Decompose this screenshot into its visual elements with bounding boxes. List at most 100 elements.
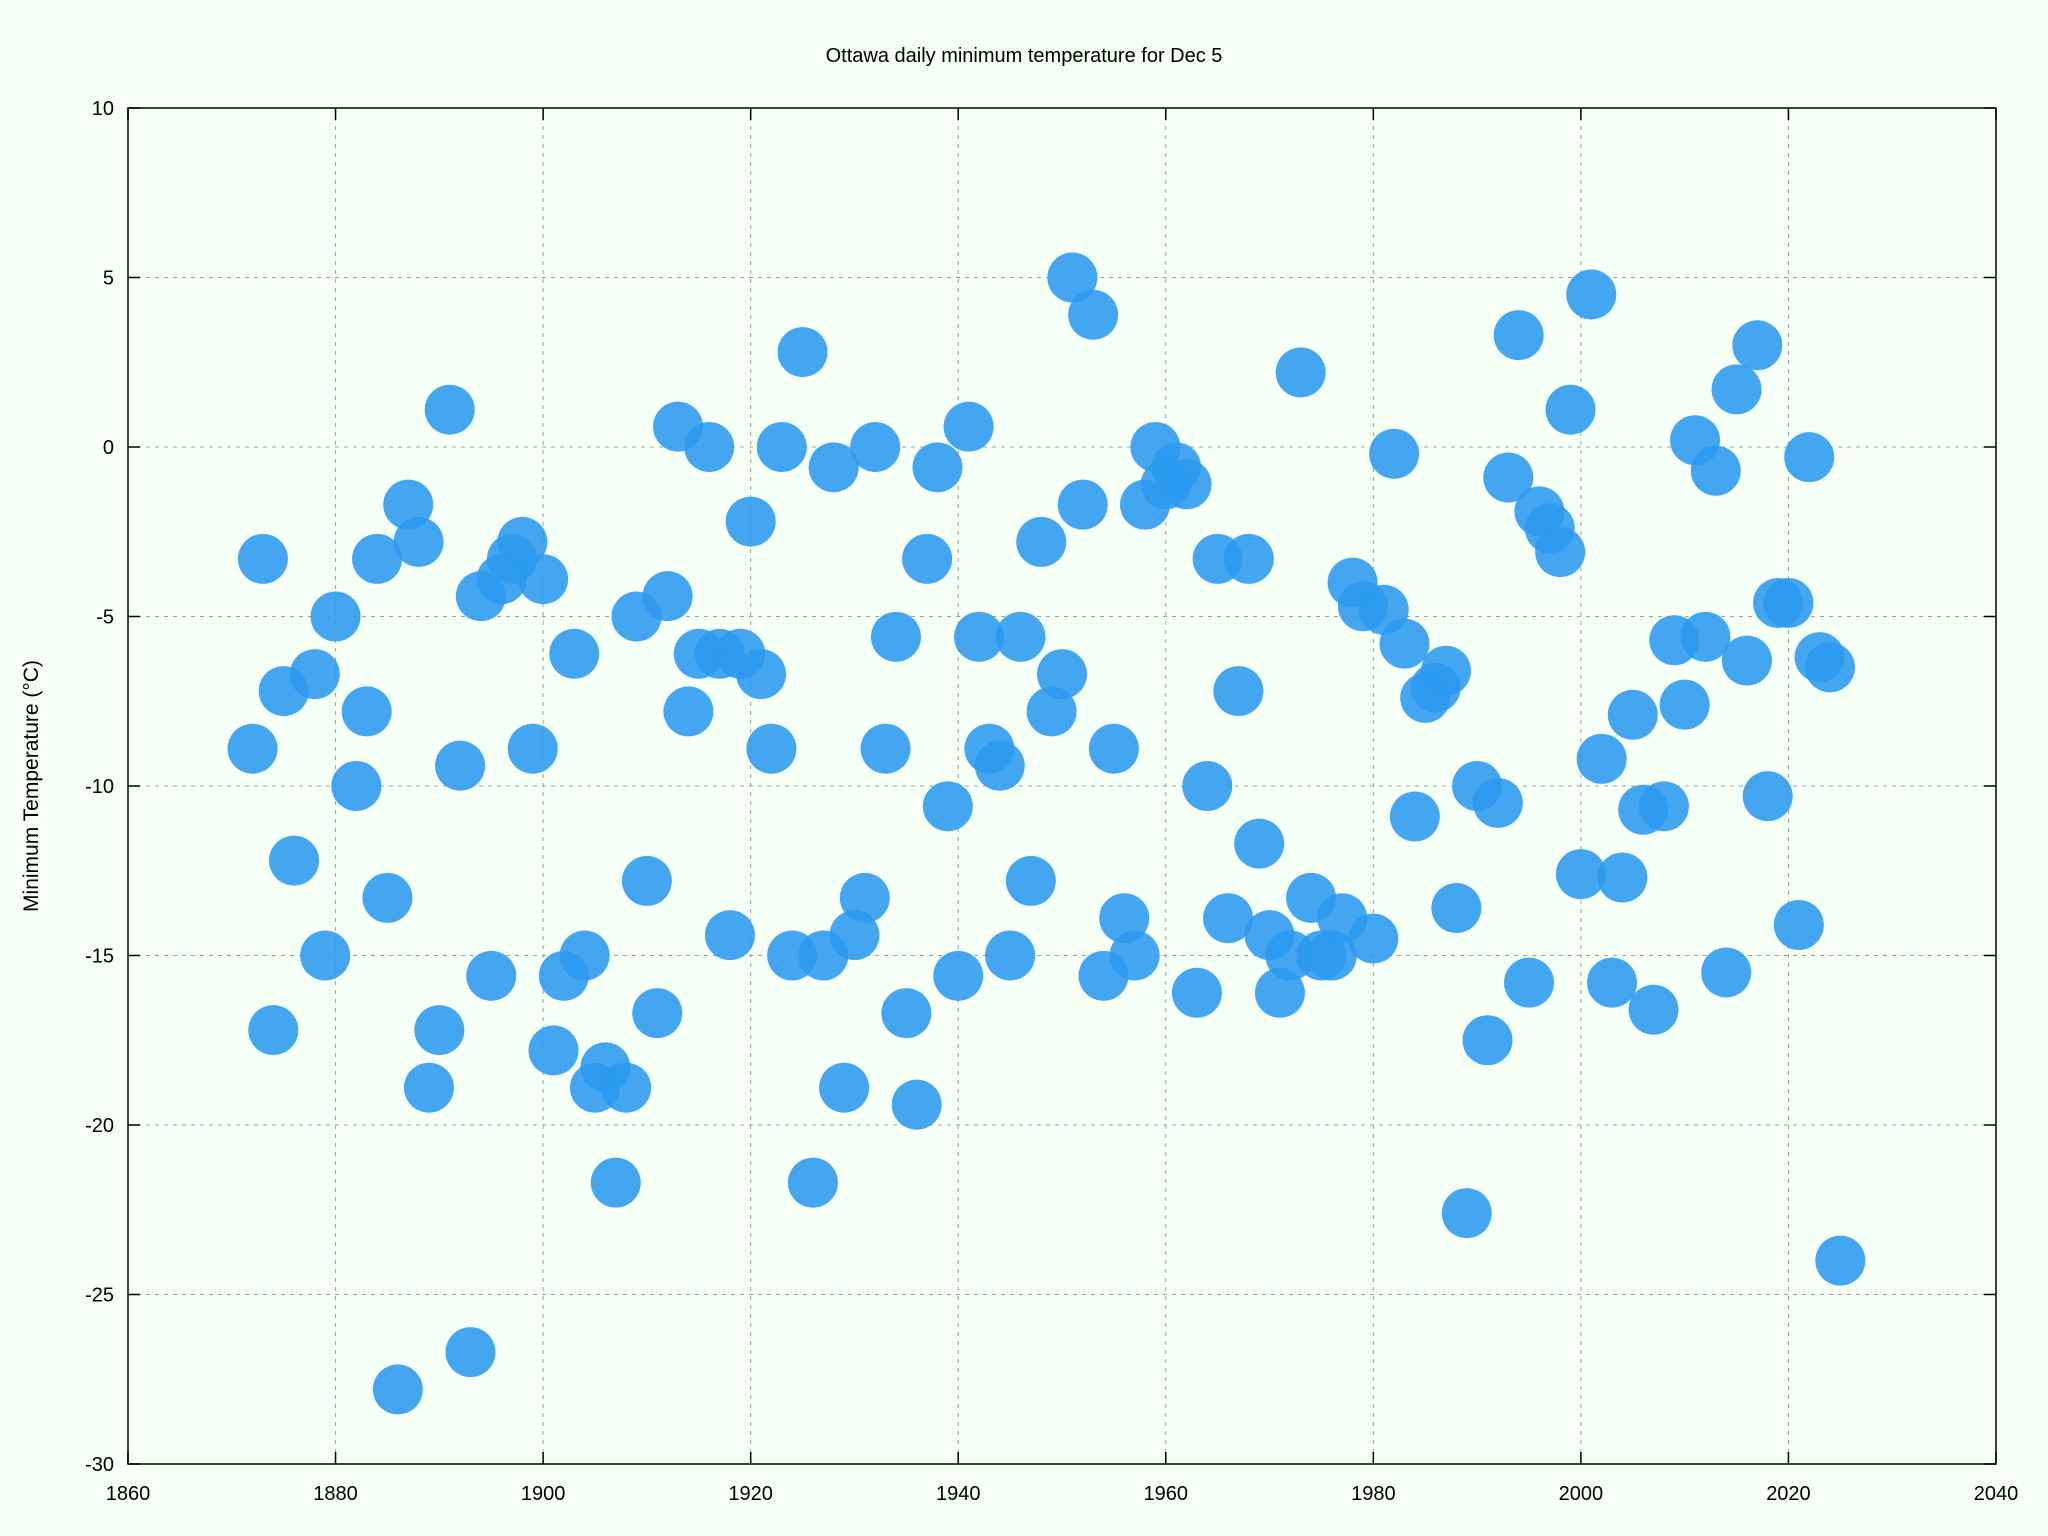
data-point (414, 1005, 465, 1056)
x-tick-label: 1940 (936, 1483, 981, 1505)
x-tick-label: 1880 (313, 1483, 358, 1505)
data-point (1161, 459, 1212, 510)
data-point (621, 855, 672, 906)
data-point (1535, 527, 1586, 578)
data-point (248, 1005, 299, 1056)
data-point (1711, 364, 1762, 415)
data-point (1763, 577, 1814, 628)
data-point (1068, 289, 1119, 340)
data-point (1721, 635, 1772, 686)
data-point (1037, 649, 1087, 700)
data-point (300, 930, 351, 981)
data-point (1431, 883, 1482, 934)
data-point (528, 1025, 579, 1076)
data-point (746, 723, 797, 774)
data-point (1369, 428, 1420, 479)
data-point (736, 649, 787, 700)
data-point (362, 872, 413, 923)
x-tick-label: 1860 (106, 1483, 151, 1505)
data-point (372, 1364, 423, 1415)
data-point (518, 554, 569, 605)
data-point (839, 872, 890, 923)
data-point (1607, 689, 1658, 740)
data-point (922, 781, 973, 832)
data-point (1804, 642, 1855, 693)
data-points (227, 252, 1866, 1415)
data-point (237, 533, 288, 584)
data-point (1420, 645, 1471, 696)
data-point (1680, 611, 1731, 662)
y-axis-tick-labels: -30 -25 -20 -15 -10 -5 0 5 10 (85, 98, 114, 1476)
data-point (445, 1327, 496, 1378)
data-point (559, 930, 610, 981)
data-point (1005, 855, 1056, 906)
data-point (1088, 723, 1139, 774)
data-point (704, 910, 755, 961)
y-tick-label: 5 (103, 268, 114, 290)
x-tick-label: 2020 (1766, 1483, 1811, 1505)
chart-title: Ottawa daily minimum temperature for Dec… (826, 45, 1223, 67)
data-point (891, 1079, 942, 1130)
data-point (912, 442, 963, 493)
data-point (1555, 849, 1606, 900)
data-point (663, 686, 714, 737)
data-point (684, 422, 735, 472)
data-point (1742, 771, 1793, 822)
data-point (590, 1157, 641, 1208)
data-point (352, 533, 403, 584)
x-tick-label: 1980 (1351, 1483, 1396, 1505)
y-tick-label: -5 (96, 607, 114, 629)
data-point (341, 686, 392, 737)
data-point (808, 442, 859, 493)
data-point (1504, 957, 1554, 1008)
data-point (1690, 445, 1741, 496)
data-point (1815, 1235, 1866, 1286)
data-point (850, 422, 901, 472)
data-point (943, 401, 994, 452)
data-point (1545, 384, 1596, 435)
data-point (1773, 899, 1824, 950)
data-point (310, 591, 361, 642)
data-point (1016, 516, 1067, 567)
y-tick-label: -25 (85, 1285, 114, 1307)
data-point (1348, 913, 1399, 964)
data-point (1659, 679, 1710, 730)
data-point (1732, 320, 1783, 371)
axis-ticks (127, 107, 1997, 1465)
data-point (1275, 347, 1326, 398)
y-tick-label: -15 (85, 946, 114, 968)
data-point (953, 611, 1004, 662)
data-point (1566, 269, 1617, 320)
data-point (995, 611, 1046, 662)
x-tick-label: 1920 (728, 1483, 773, 1505)
data-point (642, 571, 693, 622)
data-point (1203, 893, 1254, 944)
data-point (819, 1062, 870, 1113)
data-point (1701, 947, 1752, 998)
data-point (1587, 957, 1638, 1008)
data-point (1628, 984, 1679, 1035)
y-tick-label: -30 (85, 1454, 114, 1476)
data-point (435, 740, 486, 791)
data-point (331, 761, 382, 811)
data-point (549, 628, 600, 679)
data-point (1213, 666, 1264, 717)
data-point (1182, 761, 1233, 811)
data-point (507, 723, 558, 774)
data-point (1784, 432, 1835, 483)
data-point (974, 740, 1025, 791)
data-point (1462, 1015, 1513, 1066)
y-tick-label: -10 (85, 776, 114, 798)
data-point (1493, 310, 1544, 361)
y-tick-label: 10 (92, 98, 114, 120)
data-point (424, 384, 475, 435)
y-tick-label: -20 (85, 1115, 114, 1137)
data-point (632, 988, 683, 1039)
data-point (1483, 452, 1534, 503)
data-point (985, 930, 1036, 981)
data-point (933, 950, 984, 1001)
data-point (1472, 777, 1523, 828)
data-point (777, 327, 828, 378)
data-point (1171, 967, 1222, 1018)
